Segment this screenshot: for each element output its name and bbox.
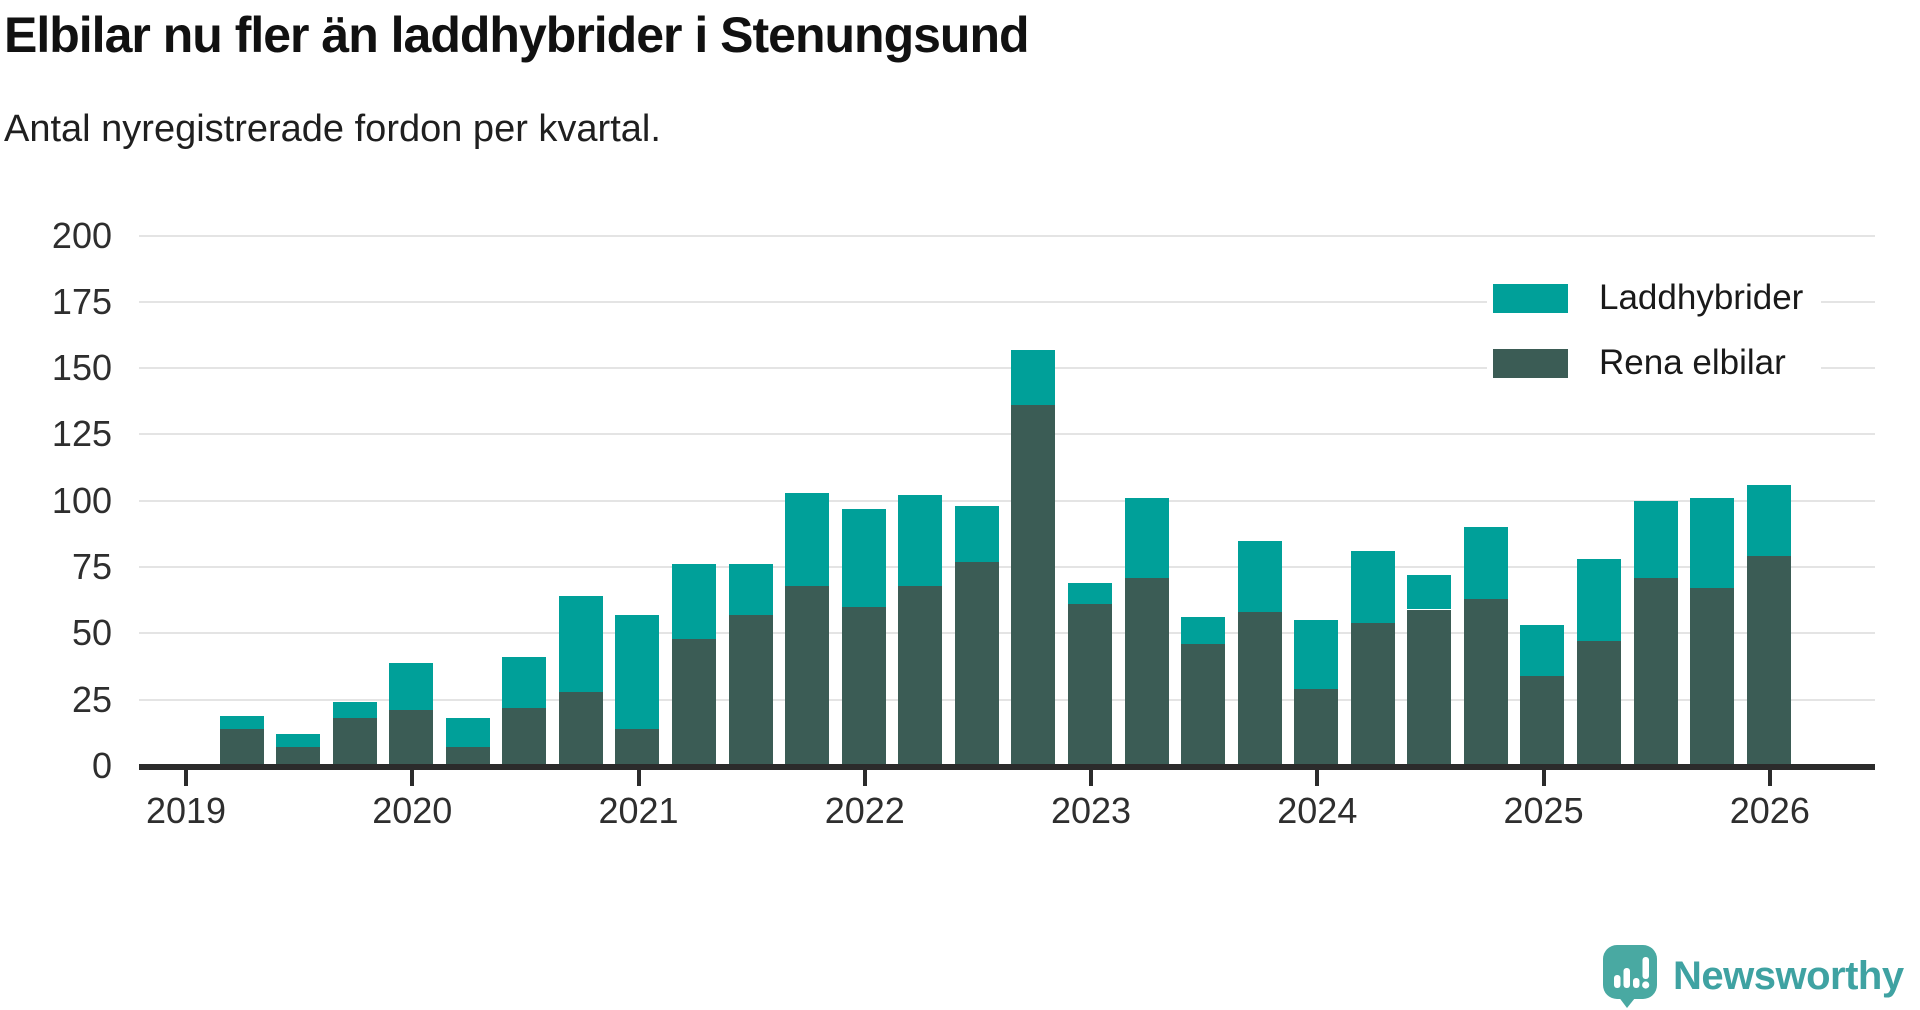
legend-item-rena-elbilar: Rena elbilar: [1493, 343, 1803, 383]
bar-segment-rena-elbilar: [1238, 612, 1282, 766]
bar-segment-laddhybrider: [220, 716, 264, 729]
bar-segment-laddhybrider: [389, 663, 433, 711]
bar-segment-rena-elbilar: [1747, 556, 1791, 766]
bar-segment-laddhybrider: [842, 509, 886, 607]
bar-segment-laddhybrider: [615, 615, 659, 729]
bar-segment-laddhybrider: [276, 734, 320, 747]
bar-segment-rena-elbilar: [1464, 599, 1508, 766]
bar-segment-laddhybrider: [333, 702, 377, 718]
x-axis-line: [139, 764, 1875, 770]
bar-segment-rena-elbilar: [559, 692, 603, 766]
x-axis-tick: [1315, 770, 1319, 786]
gridline: [139, 433, 1875, 435]
x-axis-tick: [410, 770, 414, 786]
x-tick-label: 2025: [1464, 790, 1624, 832]
chart-title: Elbilar nu fler än laddhybrider i Stenun…: [4, 6, 1029, 64]
bar-segment-laddhybrider: [1577, 559, 1621, 641]
y-tick-label: 150: [0, 347, 112, 389]
x-axis-tick: [1542, 770, 1546, 786]
bar-segment-rena-elbilar: [1577, 641, 1621, 766]
rena-elbilar-swatch: [1493, 349, 1568, 378]
bar-segment-laddhybrider: [955, 506, 999, 562]
y-tick-label: 100: [0, 480, 112, 522]
bar-segment-rena-elbilar: [898, 586, 942, 766]
legend-item-laddhybrider: Laddhybrider: [1493, 278, 1803, 318]
bar-segment-rena-elbilar: [729, 615, 773, 766]
x-tick-label: 2024: [1237, 790, 1397, 832]
x-axis-tick: [184, 770, 188, 786]
bar-segment-laddhybrider: [1634, 501, 1678, 578]
x-tick-label: 2020: [332, 790, 492, 832]
bar-segment-rena-elbilar: [785, 586, 829, 766]
bar-segment-laddhybrider: [729, 564, 773, 614]
bar-segment-rena-elbilar: [1634, 578, 1678, 766]
bar-segment-laddhybrider: [446, 718, 490, 747]
bar-segment-rena-elbilar: [333, 718, 377, 766]
y-tick-label: 75: [0, 546, 112, 588]
x-axis-tick: [637, 770, 641, 786]
gridline: [139, 500, 1875, 502]
bar-segment-rena-elbilar: [389, 710, 433, 766]
x-tick-label: 2019: [106, 790, 266, 832]
bar-segment-laddhybrider: [1351, 551, 1395, 623]
y-tick-label: 200: [0, 215, 112, 257]
bar-segment-laddhybrider: [1520, 625, 1564, 675]
y-tick-label: 50: [0, 612, 112, 654]
chart-subtitle: Antal nyregistrerade fordon per kvartal.: [4, 108, 661, 151]
bar-segment-laddhybrider: [1238, 541, 1282, 613]
bar-segment-rena-elbilar: [615, 729, 659, 766]
x-tick-label: 2021: [559, 790, 719, 832]
y-tick-label: 125: [0, 413, 112, 455]
x-tick-label: 2022: [785, 790, 945, 832]
y-tick-label: 175: [0, 281, 112, 323]
x-tick-label: 2023: [1011, 790, 1171, 832]
gridline: [139, 235, 1875, 237]
newsworthy-logo-icon: [1602, 944, 1660, 1008]
newsworthy-branding: Newsworthy: [1602, 944, 1904, 1008]
bar-segment-laddhybrider: [1181, 617, 1225, 644]
bar-segment-laddhybrider: [1690, 498, 1734, 588]
legend-label: Laddhybrider: [1599, 278, 1803, 318]
x-axis-tick: [1768, 770, 1772, 786]
bar-segment-rena-elbilar: [1181, 644, 1225, 766]
x-axis-tick: [1089, 770, 1093, 786]
x-tick-label: 2026: [1690, 790, 1850, 832]
bar-segment-rena-elbilar: [1407, 610, 1451, 766]
bar-segment-rena-elbilar: [955, 562, 999, 766]
bar-segment-rena-elbilar: [1011, 405, 1055, 766]
bar-segment-laddhybrider: [898, 495, 942, 585]
bar-segment-rena-elbilar: [1125, 578, 1169, 766]
bar-segment-laddhybrider: [785, 493, 829, 586]
y-tick-label: 25: [0, 679, 112, 721]
bar-segment-rena-elbilar: [1520, 676, 1564, 766]
x-axis-tick: [863, 770, 867, 786]
bar-segment-laddhybrider: [1068, 583, 1112, 604]
bar-segment-laddhybrider: [1294, 620, 1338, 689]
bar-segment-laddhybrider: [1011, 350, 1055, 406]
bar-segment-rena-elbilar: [1294, 689, 1338, 766]
laddhybrider-swatch: [1493, 284, 1568, 313]
bar-segment-laddhybrider: [1407, 575, 1451, 609]
legend: Laddhybrider Rena elbilar: [1487, 272, 1821, 393]
bar-segment-rena-elbilar: [502, 708, 546, 766]
newsworthy-wordmark: Newsworthy: [1673, 954, 1904, 999]
bar-segment-laddhybrider: [1747, 485, 1791, 557]
chart-figure: Elbilar nu fler än laddhybrider i Stenun…: [0, 0, 1920, 1010]
bar-segment-rena-elbilar: [672, 639, 716, 766]
y-tick-label: 0: [0, 745, 112, 787]
legend-label: Rena elbilar: [1599, 343, 1786, 383]
bar-segment-rena-elbilar: [1068, 604, 1112, 766]
bar-segment-laddhybrider: [559, 596, 603, 691]
bar-segment-laddhybrider: [672, 564, 716, 638]
bar-segment-rena-elbilar: [1690, 588, 1734, 766]
bar-segment-laddhybrider: [1464, 527, 1508, 599]
bar-segment-rena-elbilar: [842, 607, 886, 766]
bar-segment-rena-elbilar: [1351, 623, 1395, 766]
bar-segment-rena-elbilar: [220, 729, 264, 766]
bar-segment-laddhybrider: [1125, 498, 1169, 578]
bar-segment-laddhybrider: [502, 657, 546, 707]
